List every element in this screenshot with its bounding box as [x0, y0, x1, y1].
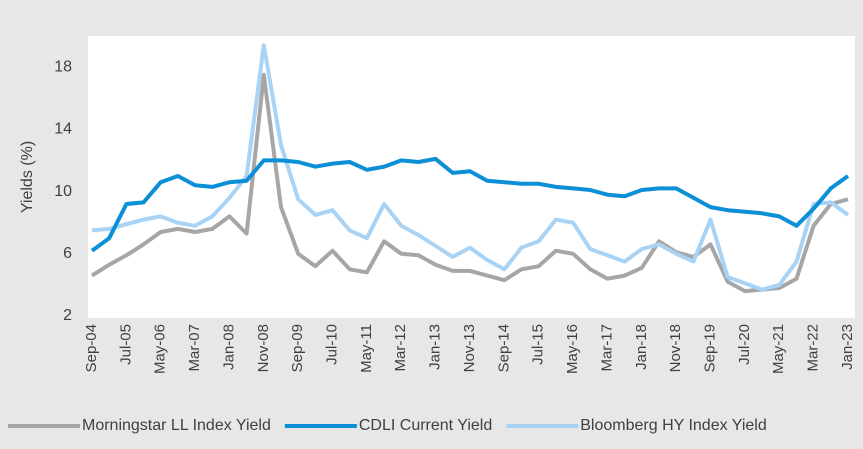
x-tick-label: Jan-08	[220, 324, 237, 370]
x-tick-label: Mar-22	[805, 324, 822, 372]
line-series	[90, 156, 850, 253]
plot-area	[88, 36, 855, 318]
x-tick-label: May-06	[152, 324, 169, 374]
x-tick-label: Nov-18	[667, 324, 684, 372]
y-tick-label: 6	[63, 245, 72, 262]
x-tick-label: Nov-13	[461, 324, 478, 372]
x-tick-label: Sep-09	[289, 324, 306, 372]
x-tick-label: Nov-08	[255, 324, 272, 372]
y-tick-label: 10	[54, 183, 72, 200]
x-tick-label: Mar-12	[392, 324, 409, 372]
line-series	[90, 72, 849, 294]
y-tick-label: 2	[63, 307, 72, 324]
x-tick-label: Jul-15	[530, 324, 547, 365]
y-axis-title: Yields (%)	[19, 141, 36, 213]
x-tick-label: Jul-20	[736, 324, 753, 365]
x-tick-label: Sep-14	[495, 324, 512, 372]
x-tick-label: Jan-13	[427, 324, 444, 370]
x-tick-label: May-16	[564, 324, 581, 374]
y-tick-label: 14	[54, 121, 72, 138]
x-tick-label: Jan-18	[633, 324, 650, 370]
x-tick-label: Mar-17	[598, 324, 615, 372]
x-tick-label: Jul-10	[324, 324, 341, 365]
line-series	[91, 43, 850, 292]
x-tick-label: May-11	[358, 324, 375, 373]
legend-label: CDLI Current Yield	[359, 417, 492, 434]
x-tick-label: May-21	[770, 324, 787, 374]
x-tick-label: Jan-23	[839, 324, 856, 370]
x-tick-label: Mar-07	[186, 324, 203, 372]
legend-label: Morningstar LL Index Yield	[82, 417, 271, 434]
x-tick-label: Sep-19	[702, 324, 719, 372]
y-tick-label: 18	[54, 58, 72, 75]
x-tick-label: Jul-05	[117, 324, 134, 365]
x-tick-label: Sep-04	[83, 324, 100, 372]
legend-label: Bloomberg HY Index Yield	[580, 417, 766, 434]
